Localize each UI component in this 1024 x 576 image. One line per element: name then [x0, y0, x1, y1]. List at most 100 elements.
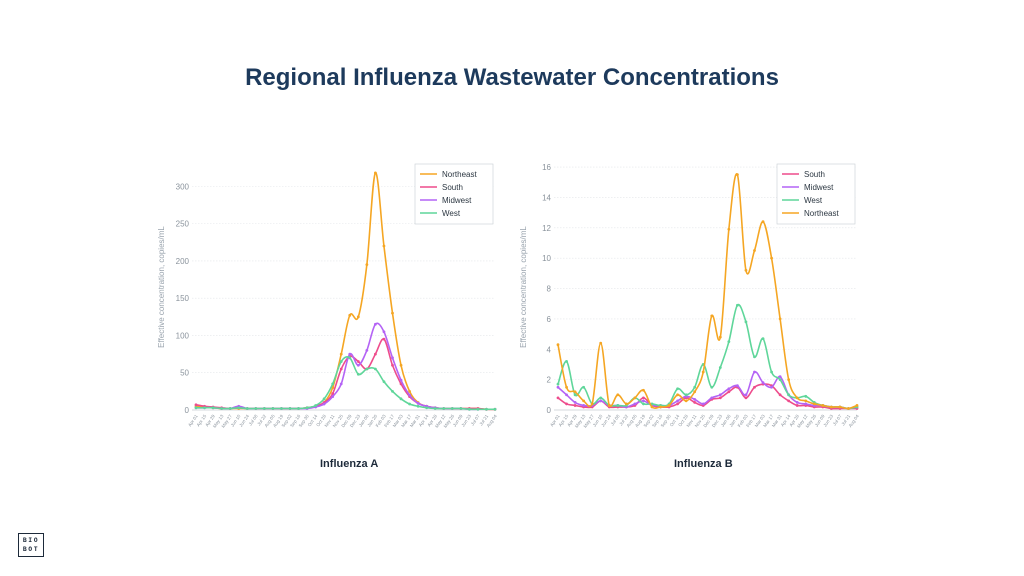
- x-tick-label: Apr 14: [418, 413, 430, 427]
- data-point-midwest: [365, 348, 369, 352]
- y-tick-label: 300: [176, 182, 190, 191]
- data-point-west: [314, 404, 317, 407]
- data-point-west: [254, 407, 258, 410]
- data-point-west: [493, 407, 497, 411]
- data-point-south: [787, 399, 791, 403]
- data-point-northeast: [599, 341, 603, 345]
- data-point-midwest: [701, 402, 705, 406]
- data-point-west: [262, 407, 266, 410]
- data-point-west: [374, 367, 377, 371]
- data-point-west: [271, 407, 275, 410]
- data-point-northeast: [616, 393, 620, 397]
- y-tick-label: 6: [547, 315, 552, 324]
- x-tick-label: Jun 23: [460, 413, 472, 427]
- data-point-west: [365, 367, 369, 371]
- data-point-northeast: [356, 315, 360, 319]
- data-point-west: [642, 402, 645, 406]
- x-tick-label: Apr 29: [566, 413, 578, 427]
- y-tick-label: 0: [185, 406, 190, 415]
- biobot-logo: BIO BOT: [18, 533, 44, 557]
- data-point-midwest: [727, 387, 731, 391]
- y-axis-title: Effective concentration, copies/mL: [157, 226, 166, 348]
- data-point-northeast: [607, 404, 611, 407]
- x-tick-label: Apr 14: [780, 413, 792, 427]
- data-point-west: [228, 407, 232, 410]
- data-point-northeast: [408, 389, 411, 393]
- data-point-midwest: [416, 401, 420, 405]
- data-point-west: [237, 406, 241, 410]
- data-point-west: [582, 385, 586, 389]
- data-point-midwest: [399, 378, 403, 382]
- data-point-midwest: [804, 402, 808, 406]
- data-point-south: [573, 404, 577, 407]
- data-point-west: [804, 394, 808, 398]
- logo-line-1: BIO: [22, 536, 40, 544]
- influenza-a-chart: 0 50 100 150 200 250 300 Effective concentratio…: [157, 163, 498, 429]
- legend-label-south: South: [804, 170, 825, 179]
- y-tick-label: 150: [176, 294, 190, 303]
- x-tick-label: Jul 22: [256, 413, 267, 426]
- data-point-west: [485, 407, 488, 411]
- legend-label-west: West: [804, 196, 823, 205]
- data-point-midwest: [382, 330, 386, 334]
- data-point-south: [391, 363, 394, 367]
- influenza-a-subtitle: Influenza A: [320, 458, 379, 470]
- x-tick-label: Jun 24: [238, 413, 250, 427]
- x-tick-label: Jun 24: [600, 413, 612, 427]
- y-tick-label: 100: [176, 331, 190, 340]
- data-point-midwest: [710, 396, 714, 400]
- data-point-midwest: [753, 370, 756, 374]
- data-point-west: [761, 337, 765, 341]
- y-tick-label: 4: [547, 345, 552, 354]
- data-point-south: [676, 402, 679, 406]
- data-point-west: [616, 404, 620, 407]
- data-point-west: [467, 407, 471, 411]
- data-point-west: [391, 389, 394, 393]
- x-tick-label: Oct 28: [677, 413, 689, 427]
- data-point-midwest: [778, 375, 782, 378]
- data-point-south: [356, 360, 360, 363]
- data-point-northeast: [770, 256, 773, 260]
- data-point-west: [476, 407, 480, 411]
- y-tick-label: 0: [547, 406, 552, 415]
- data-point-northeast: [565, 385, 568, 389]
- data-point-northeast: [667, 404, 671, 407]
- legend-label-midwest: Midwest: [804, 183, 834, 192]
- data-point-midwest: [693, 397, 697, 401]
- data-point-midwest: [718, 393, 722, 397]
- y-tick-label: 10: [542, 254, 551, 263]
- data-point-northeast: [399, 363, 403, 367]
- x-tick-label: Jul 07: [832, 413, 843, 426]
- data-point-west: [778, 378, 782, 382]
- data-point-west: [433, 407, 437, 410]
- data-point-northeast: [847, 407, 850, 410]
- data-point-south: [565, 402, 568, 406]
- data-point-west: [770, 370, 773, 374]
- x-tick-label: Jul 21: [840, 413, 851, 426]
- data-point-west: [565, 360, 568, 363]
- x-tick-label: Apr 15: [558, 413, 570, 427]
- data-point-northeast: [795, 396, 799, 400]
- data-point-south: [718, 396, 722, 400]
- data-point-west: [408, 402, 411, 406]
- data-point-west: [416, 404, 420, 408]
- y-tick-label: 16: [542, 163, 551, 172]
- data-point-northeast: [736, 173, 739, 177]
- data-point-south: [642, 396, 645, 400]
- x-tick-label: Apr 28: [426, 413, 438, 427]
- data-point-south: [753, 385, 756, 389]
- data-point-northeast: [804, 399, 808, 403]
- y-axis-title: Effective concentration, copies/mL: [519, 226, 528, 348]
- data-point-northeast: [633, 396, 637, 400]
- data-point-west: [684, 393, 688, 397]
- data-point-west: [718, 366, 722, 369]
- data-point-northeast: [556, 343, 560, 347]
- data-point-northeast: [659, 405, 662, 409]
- data-point-west: [297, 407, 300, 410]
- data-point-northeast: [624, 402, 628, 406]
- data-point-northeast: [821, 404, 825, 407]
- data-point-west: [710, 385, 714, 389]
- x-tick-label: Jul 21: [478, 413, 489, 426]
- legend-label-south: South: [442, 183, 463, 192]
- x-tick-label: Oct 14: [307, 413, 319, 427]
